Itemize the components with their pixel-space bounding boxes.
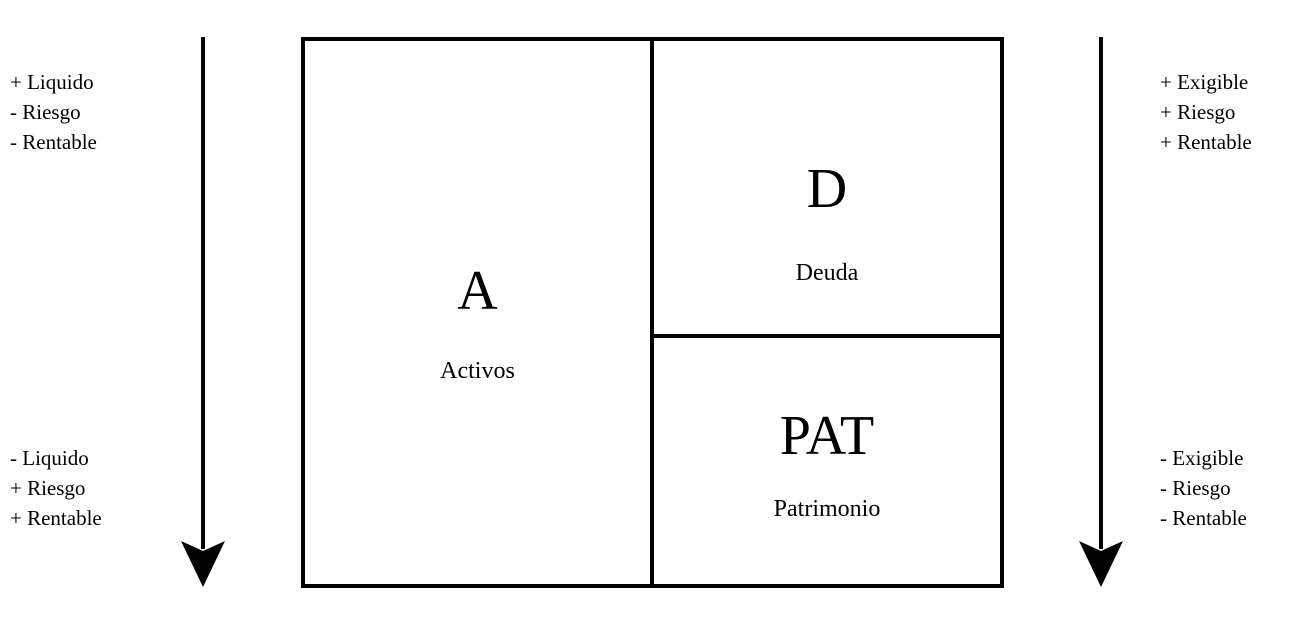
note-liquido: + Liquido xyxy=(10,70,94,94)
debt-cell: D Deuda xyxy=(654,41,1000,338)
right-bottom-notes: - Exigible - Riesgo - Rentable xyxy=(1160,443,1247,533)
assets-label: Activos xyxy=(440,358,515,384)
assets-cell: A Activos xyxy=(305,41,654,584)
note-exigible: - Exigible xyxy=(1160,446,1244,470)
note-liquido: - Liquido xyxy=(10,446,89,470)
left-top-notes: + Liquido - Riesgo - Rentable xyxy=(10,67,97,157)
debt-symbol: D xyxy=(806,158,848,220)
note-rentable: + Rentable xyxy=(10,506,102,530)
note-rentable: - Rentable xyxy=(1160,506,1247,530)
equity-label: Patrimonio xyxy=(773,496,881,522)
assets-symbol: A xyxy=(457,260,498,322)
note-rentable: - Rentable xyxy=(10,130,97,154)
equity-symbol: PAT xyxy=(779,405,875,467)
left-down-arrow-icon xyxy=(181,37,225,587)
right-top-notes: + Exigible + Riesgo + Rentable xyxy=(1160,67,1252,157)
note-rentable: + Rentable xyxy=(1160,130,1252,154)
note-riesgo: - Riesgo xyxy=(10,100,81,124)
equity-cell: PAT Patrimonio xyxy=(654,338,1000,584)
note-riesgo: - Riesgo xyxy=(1160,476,1231,500)
right-down-arrow-icon xyxy=(1079,37,1123,587)
note-riesgo: + Riesgo xyxy=(10,476,86,500)
note-exigible: + Exigible xyxy=(1160,70,1249,94)
debt-label: Deuda xyxy=(795,260,859,286)
note-riesgo: + Riesgo xyxy=(1160,100,1236,124)
balance-sheet-diagram: A Activos D Deuda PAT Patrimonio xyxy=(301,37,1004,588)
left-bottom-notes: - Liquido + Riesgo + Rentable xyxy=(10,443,102,533)
